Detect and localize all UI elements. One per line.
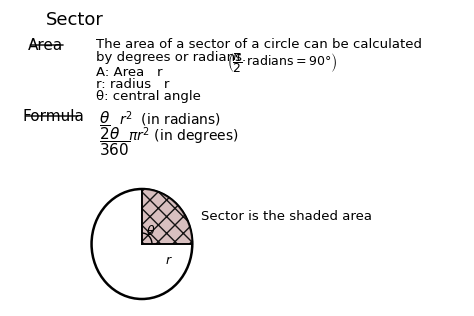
Text: r: r — [165, 254, 170, 267]
Text: $\left(\dfrac{\pi}{2}\ \mathrm{radians} = 90°\right)$: $\left(\dfrac{\pi}{2}\ \mathrm{radians} … — [227, 51, 337, 75]
Text: $\pi r^2$ (in degrees): $\pi r^2$ (in degrees) — [128, 125, 239, 147]
Text: The area of a sector of a circle can be calculated: The area of a sector of a circle can be … — [96, 38, 422, 51]
Text: r: radius   r: r: radius r — [96, 78, 170, 91]
Text: Area: Area — [27, 38, 63, 53]
Wedge shape — [142, 189, 192, 244]
Text: Formula: Formula — [23, 109, 85, 124]
Text: $\theta$: $\theta$ — [146, 224, 156, 238]
Text: $r^2$  (in radians): $r^2$ (in radians) — [119, 109, 221, 129]
Text: Sector: Sector — [46, 11, 104, 29]
Text: Sector is the shaded area: Sector is the shaded area — [201, 210, 373, 222]
Text: $\dfrac{\theta}{360}$: $\dfrac{\theta}{360}$ — [99, 125, 130, 158]
Text: θ: central angle: θ: central angle — [96, 90, 201, 103]
Text: by degrees or radians.: by degrees or radians. — [96, 51, 246, 64]
Text: $\dfrac{\theta}{2}$: $\dfrac{\theta}{2}$ — [99, 109, 110, 142]
Text: A: Area   r: A: Area r — [96, 66, 163, 79]
